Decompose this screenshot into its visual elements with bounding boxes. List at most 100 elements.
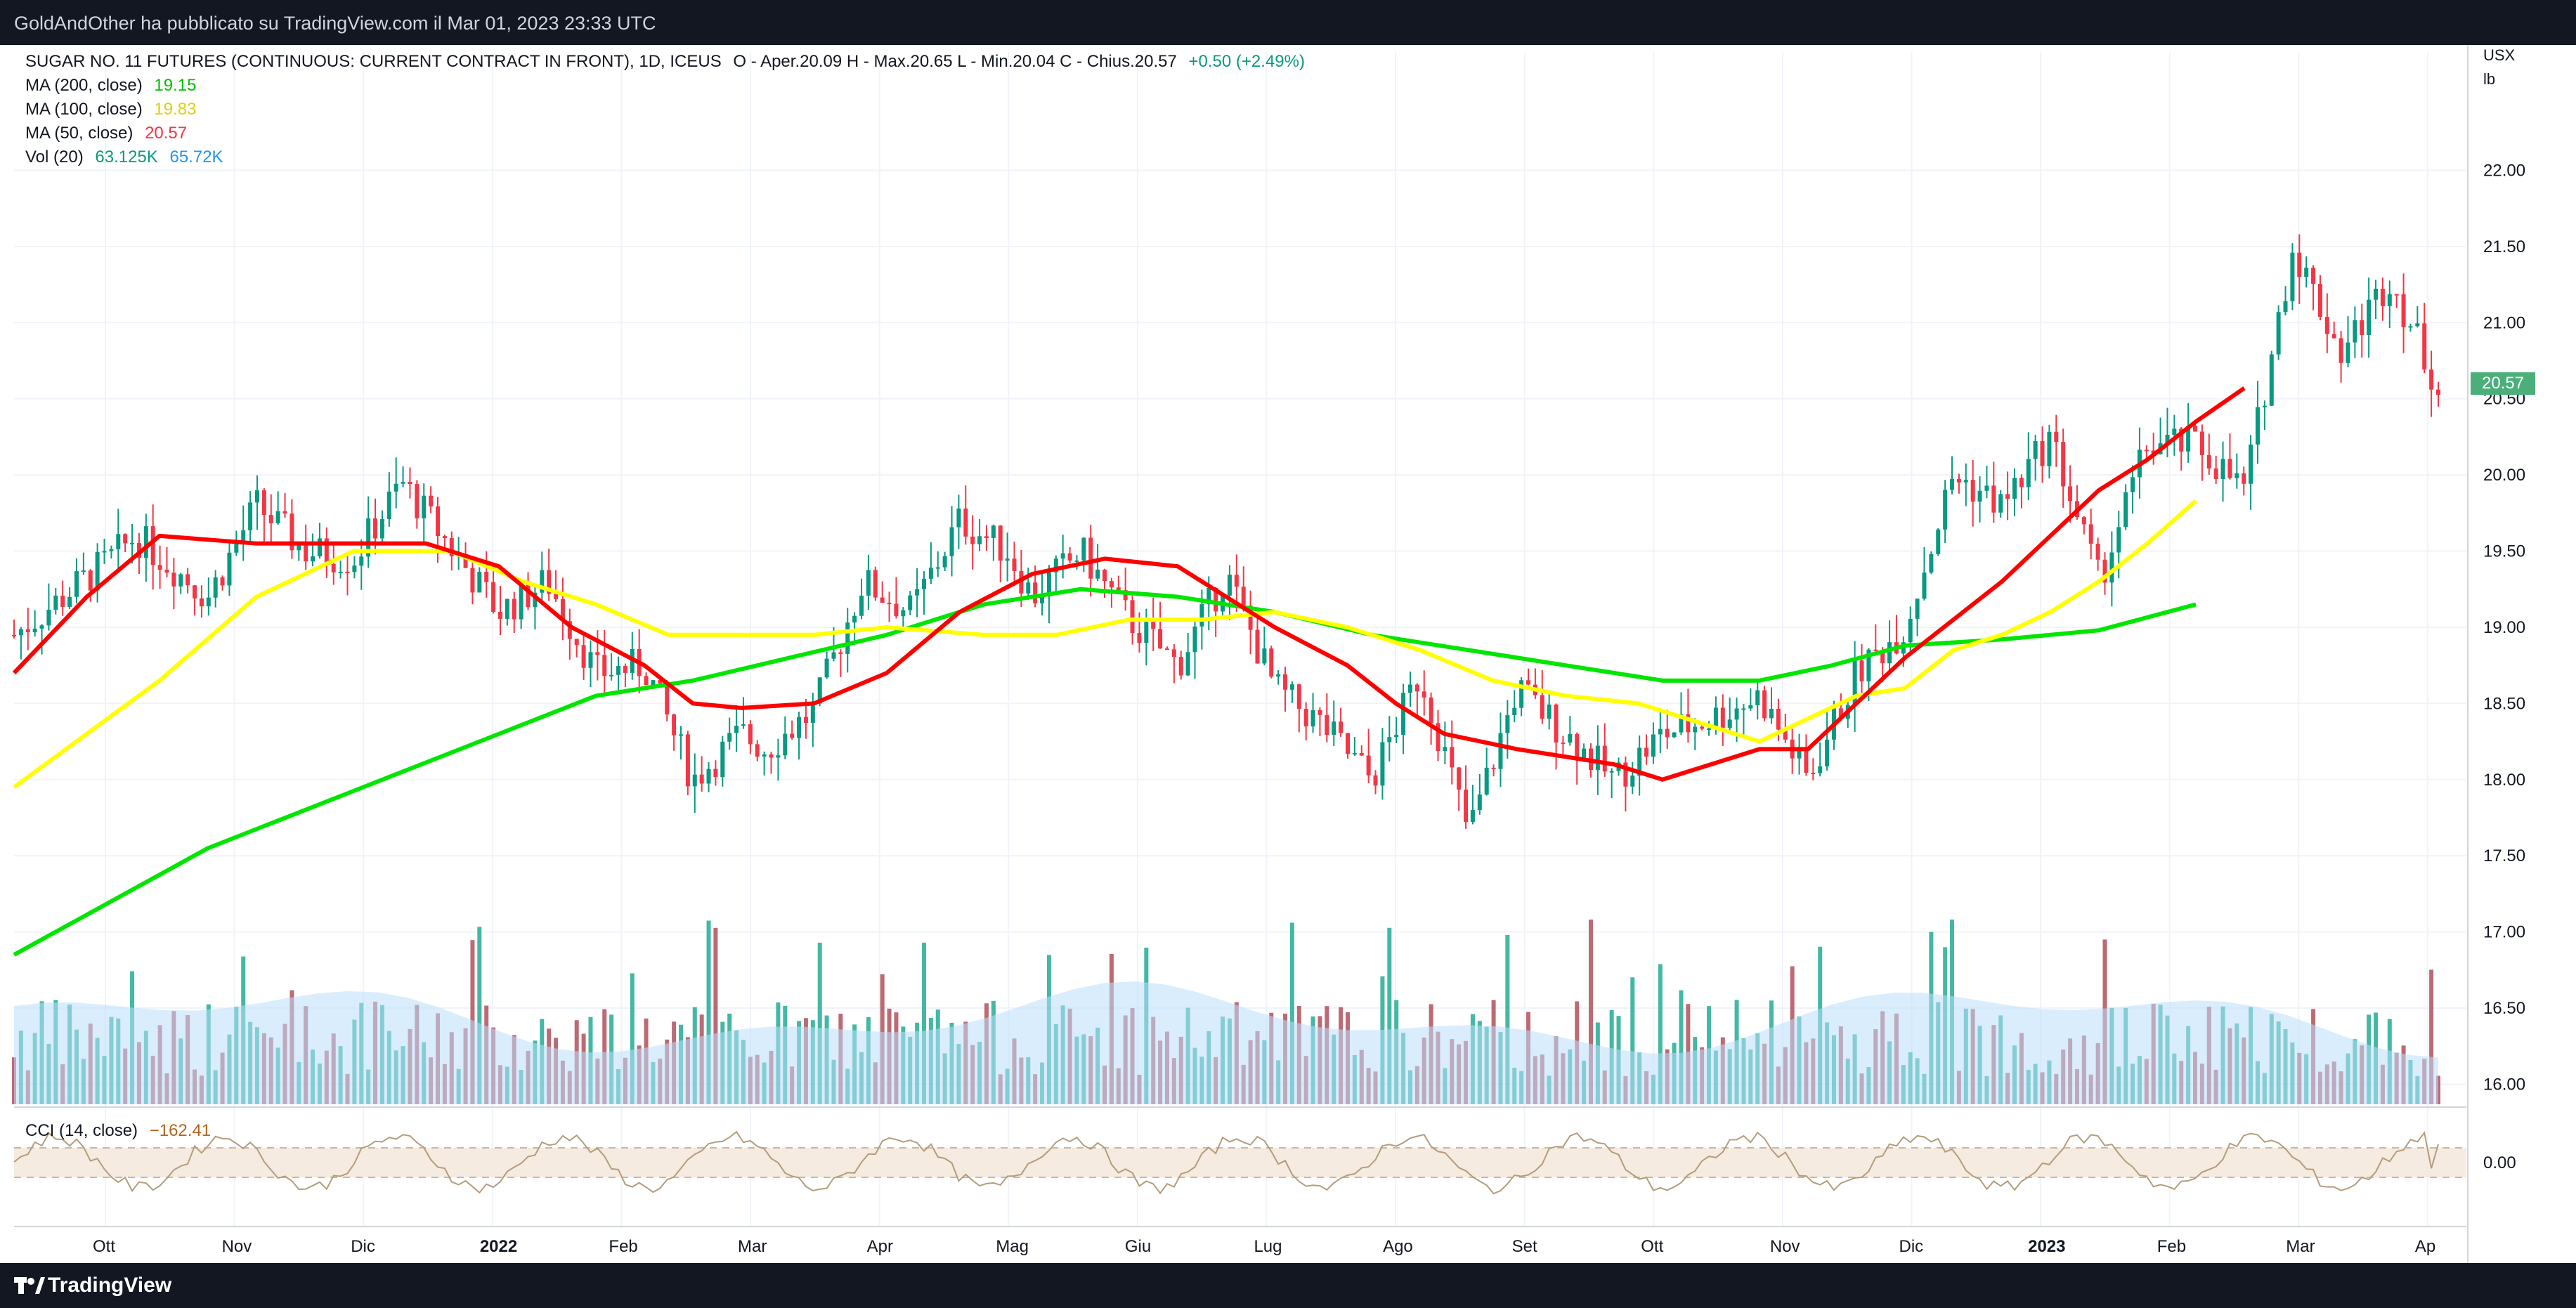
candle-body (2394, 294, 2399, 296)
volume-bar (713, 927, 718, 1104)
candle-body (1637, 747, 1642, 776)
candle-body (1859, 660, 1864, 681)
candle-body (963, 508, 968, 537)
candle-body (1880, 650, 1885, 664)
candle-body (234, 542, 239, 553)
candle-body (254, 490, 259, 503)
candle-body (540, 570, 545, 593)
candle-body (1811, 773, 1816, 775)
candle-body (908, 595, 913, 610)
ma200-value: 19.15 (154, 76, 197, 95)
volume-bar (1679, 990, 1684, 1104)
candle-body (1081, 537, 1086, 561)
candle-body (1748, 705, 1753, 709)
candle-body (408, 482, 412, 485)
candle-body (2283, 301, 2288, 313)
candle-body (678, 734, 683, 736)
x-tick-label: Ago (1383, 1237, 1413, 1256)
candle-body (1498, 733, 1503, 769)
candle-body (1102, 569, 1107, 582)
price-chart-svg[interactable]: 16.00 16.50 17.00 17.50 18.00 18.50 19.00 19.50… (0, 45, 2576, 1263)
candle-body (2116, 527, 2121, 553)
last-price-tag: 20.57 (2471, 372, 2535, 395)
candle-body (297, 544, 301, 551)
candle-body (304, 544, 308, 562)
candle-body (1074, 560, 1079, 562)
chart-area[interactable]: 16.00 16.50 17.00 17.50 18.00 18.50 19.00 19.50… (0, 45, 2576, 1263)
candle-body (1519, 680, 1524, 708)
candle-body (2040, 440, 2045, 466)
candle-body (53, 595, 58, 610)
x-tick-label: Mag (996, 1237, 1029, 1256)
volume-bar (1658, 964, 1663, 1104)
candle-body (1227, 575, 1232, 596)
candle-body (1769, 708, 1774, 719)
candle-body (2213, 468, 2218, 480)
candle-body (1720, 707, 1725, 728)
candle-body (2429, 369, 2434, 390)
candle-body (2123, 492, 2128, 528)
candle-body (1727, 719, 1732, 728)
candle-body (1644, 747, 1649, 757)
candle-body (1755, 690, 1760, 705)
candle-body (1950, 478, 1955, 490)
publish-text: GoldAndOther ha pubblicato su TradingVie… (14, 13, 656, 34)
candle-body (790, 733, 795, 738)
candle-body (359, 556, 364, 566)
x-tick-label: Ott (1641, 1237, 1663, 1256)
candle-body (2227, 459, 2232, 478)
candle-body (609, 674, 614, 676)
candle-body (2033, 440, 2038, 459)
candle-body (1963, 480, 1968, 483)
candle-body (942, 556, 947, 568)
candle-body (915, 589, 920, 596)
symbol-title: SUGAR NO. 11 FUTURES (CONTINUOUS: CURREN… (25, 52, 722, 71)
candle-body (1255, 629, 1260, 664)
volume-bar (1505, 935, 1510, 1104)
candle-body (1373, 775, 1378, 786)
candle-body (2255, 407, 2260, 445)
volume-bar (1588, 920, 1593, 1104)
x-tick-label: Feb (609, 1237, 637, 1256)
candle-body (762, 754, 767, 757)
candle-body (2206, 454, 2211, 469)
candle-body (1929, 554, 1934, 573)
candle-body (1825, 739, 1830, 766)
candle-body (393, 483, 398, 492)
candle-body (157, 565, 162, 570)
candle-body (956, 508, 961, 528)
candle-body (1414, 684, 1419, 692)
candle-body (2324, 316, 2329, 334)
candle-body (2242, 473, 2246, 484)
candle-body (1700, 726, 1705, 729)
cci-value: −162.41 (149, 1121, 212, 1140)
candle-body (644, 676, 649, 686)
candle-body (1623, 762, 1628, 787)
y-tick-label: 19.50 (2483, 542, 2525, 561)
candle-body (81, 570, 86, 573)
candle-body (2088, 524, 2093, 544)
candle-body (442, 536, 447, 539)
volume-bar (921, 942, 926, 1104)
candle-body (1797, 747, 1802, 759)
y-tick-label: 16.50 (2483, 999, 2525, 1018)
candle-body (880, 597, 885, 603)
candle-body (2338, 338, 2343, 363)
candle-body (1866, 649, 1871, 681)
candle-body (1922, 572, 1927, 599)
candle-body (1915, 599, 1920, 619)
candle-body (2179, 429, 2184, 452)
candle-body (2387, 294, 2392, 306)
candle-body (324, 538, 329, 564)
candle-body (2249, 444, 2253, 484)
x-tick-label: Dic (351, 1237, 375, 1256)
candle-body (2374, 288, 2379, 300)
candle-body (1713, 707, 1718, 728)
ma200-line (13, 587, 2197, 957)
candle-body (519, 581, 523, 620)
candle-body (379, 519, 384, 539)
cci-label: CCI (14, close) (25, 1121, 138, 1140)
candle-body (838, 652, 843, 654)
candle-body (1776, 708, 1781, 730)
candle-body (2172, 429, 2177, 435)
